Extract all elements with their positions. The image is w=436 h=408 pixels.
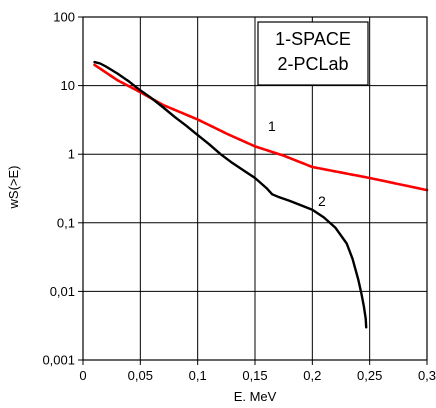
series-label-1: 1	[268, 118, 276, 134]
x-axis-label: E. MeV	[234, 389, 277, 404]
series-line-2	[93, 60, 368, 329]
y-tick-label: 10	[61, 78, 75, 93]
x-tick-label: 0,05	[128, 368, 153, 383]
series-line-1	[93, 63, 429, 192]
y-tick-label: 0,001	[42, 353, 75, 368]
y-axis-label: wS(>E)	[6, 166, 21, 210]
x-tick-label: 0	[79, 368, 86, 383]
y-tick-label: 0,01	[50, 284, 75, 299]
x-tick-label: 0,3	[418, 368, 436, 383]
series-label-2: 2	[318, 193, 326, 209]
y-tick-label: 1	[68, 147, 75, 162]
x-tick-label: 0,25	[357, 368, 382, 383]
series-group	[93, 60, 429, 329]
tick-labels: 0 0,05 0,1 0,15 0,2 0,25 0,3 0,001 0,01 0,1 1 10 100	[42, 10, 436, 384]
legend-line-1: 1-SPACE	[275, 29, 351, 49]
legend-line-2: 2-PCLab	[277, 54, 348, 74]
x-tick-label: 0,2	[303, 368, 321, 383]
legend-box	[257, 21, 369, 86]
legend: 1-SPACE 2-PCLab	[257, 21, 369, 86]
y-tick-label: 0,1	[57, 215, 75, 230]
x-tick-label: 0,15	[242, 368, 267, 383]
x-tick-label: 0,1	[189, 368, 207, 383]
y-tick-label: 100	[53, 10, 75, 25]
